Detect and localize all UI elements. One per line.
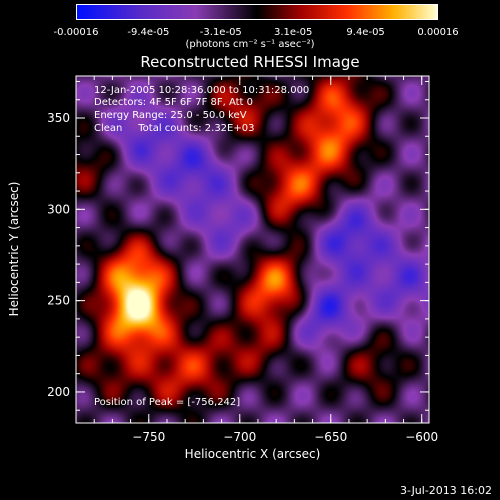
chart-title: Reconstructed RHESSI Image [140,53,360,71]
y-axis-label: Heliocentric Y (arcsec) [7,181,21,317]
y-tick-label: 250 [47,294,70,308]
y-tick-label: 200 [47,385,70,399]
y-tick-label: 300 [47,202,70,216]
colorbar-tick-label: -9.4e-05 [127,27,170,38]
x-tick-label: −700 [223,430,256,444]
energy-annotation: Energy Range: 25.0 - 50.0 keV [94,110,247,121]
method-annotation: Clean Total counts: 2.32E+03 [94,123,255,134]
colorbar-ticks: -0.00016 -9.4e-05 -3.1e-05 3.1e-05 9.4e-05 0.… [0,0,500,40]
x-tick-label: −600 [405,430,438,444]
colorbar-tick-label: 9.4e-05 [346,27,385,38]
timestamp: 3-Jul-2013 16:02 [399,484,492,497]
colorbar-tick-label: 0.00016 [417,27,459,38]
colorbar-units: (photons cm⁻² s⁻¹ asec⁻²) [185,39,315,50]
colorbar [76,4,438,20]
y-tick-label: 350 [47,111,70,125]
plot-frame [75,75,430,424]
x-tick-label: −650 [314,430,347,444]
colorbar-tick-label: -3.1e-05 [199,27,242,38]
time-range-annotation: 12-Jan-2005 10:28:36.000 to 10:31:28.000 [94,85,310,96]
peak-annotation: Position of Peak = [-756,242] [94,397,241,408]
detectors-annotation: Detectors: 4F 5F 6F 7F 8F, Att 0 [94,97,254,108]
colorbar-tick-label: -0.00016 [53,27,99,38]
colorbar-tick-label: 3.1e-05 [273,27,313,38]
x-tick-label: −750 [132,430,165,444]
heatmap-image [76,76,429,423]
x-axis-label: Heliocentric X (arcsec) [184,447,321,461]
